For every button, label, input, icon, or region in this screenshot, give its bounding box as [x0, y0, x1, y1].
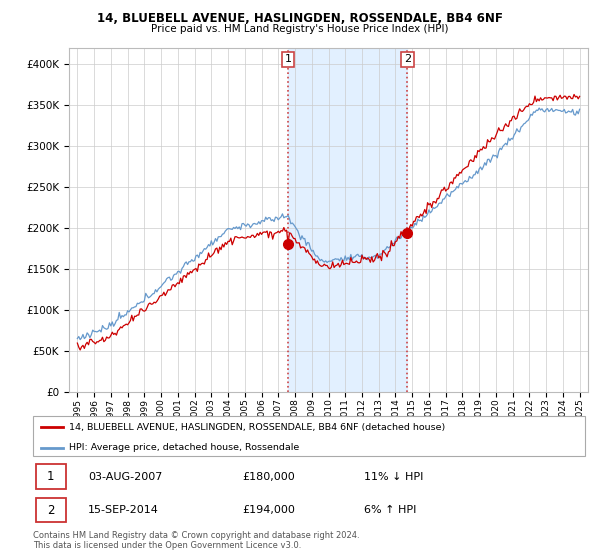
Text: £180,000: £180,000 [243, 472, 296, 482]
Text: 1: 1 [284, 54, 292, 64]
Text: 6% ↑ HPI: 6% ↑ HPI [364, 505, 416, 515]
Text: 2: 2 [47, 503, 55, 517]
FancyBboxPatch shape [36, 498, 66, 522]
FancyBboxPatch shape [33, 416, 585, 456]
Bar [288, 48, 407, 392]
FancyBboxPatch shape [36, 464, 66, 489]
Text: 11% ↓ HPI: 11% ↓ HPI [364, 472, 424, 482]
Text: 1: 1 [47, 470, 55, 483]
Text: 03-AUG-2007: 03-AUG-2007 [88, 472, 163, 482]
Text: Contains HM Land Registry data © Crown copyright and database right 2024.
This d: Contains HM Land Registry data © Crown c… [33, 530, 359, 550]
Text: 15-SEP-2014: 15-SEP-2014 [88, 505, 159, 515]
Text: £194,000: £194,000 [243, 505, 296, 515]
Text: Price paid vs. HM Land Registry's House Price Index (HPI): Price paid vs. HM Land Registry's House … [151, 24, 449, 34]
Text: 2: 2 [404, 54, 411, 64]
Text: 14, BLUEBELL AVENUE, HASLINGDEN, ROSSENDALE, BB4 6NF (detached house): 14, BLUEBELL AVENUE, HASLINGDEN, ROSSEND… [69, 423, 445, 432]
Text: 14, BLUEBELL AVENUE, HASLINGDEN, ROSSENDALE, BB4 6NF: 14, BLUEBELL AVENUE, HASLINGDEN, ROSSEND… [97, 12, 503, 25]
Text: HPI: Average price, detached house, Rossendale: HPI: Average price, detached house, Ross… [69, 443, 299, 452]
